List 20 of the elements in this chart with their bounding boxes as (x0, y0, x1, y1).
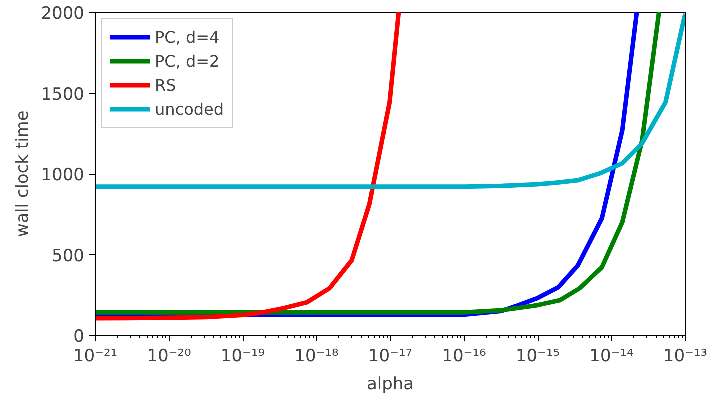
y-tick-label: 1500 (41, 84, 84, 105)
y-axis-title: wall clock time (13, 110, 34, 238)
x-tick-label: 10⁻¹⁷ (368, 346, 413, 366)
y-tick-label: 0 (74, 327, 85, 347)
x-tick-label: 10⁻¹⁴ (590, 346, 634, 366)
y-tick-label: 500 (52, 246, 85, 266)
y-tick-label: 2000 (41, 4, 84, 24)
legend-label: PC, d=4 (155, 27, 220, 47)
y-tick-label: 1000 (41, 166, 84, 186)
legend-label: RS (155, 75, 176, 95)
x-axis-title: alpha (366, 374, 414, 394)
x-tick-label: 10⁻²⁰ (147, 346, 192, 366)
legend-label: uncoded (155, 99, 224, 119)
legend-label: PC, d=2 (155, 51, 220, 71)
x-tick-label: 10⁻¹³ (663, 346, 708, 366)
x-tick-label: 10⁻¹⁵ (516, 346, 560, 366)
x-tick-label: 10⁻¹⁹ (220, 346, 266, 366)
x-tick-label: 10⁻¹⁶ (442, 346, 487, 366)
x-tick-label: 10⁻²¹ (73, 346, 118, 366)
x-tick-label: 10⁻¹⁸ (294, 346, 340, 366)
